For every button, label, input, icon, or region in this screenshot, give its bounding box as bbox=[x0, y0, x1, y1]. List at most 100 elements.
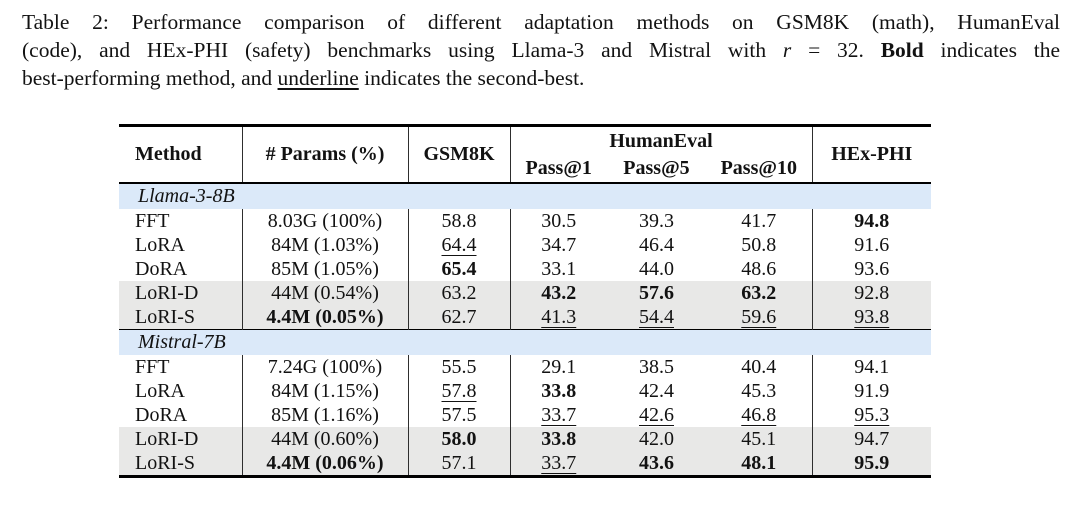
cell-value: 64.4 bbox=[441, 233, 477, 256]
cell-pass10: 46.8 bbox=[706, 402, 813, 427]
cell-gsm8k: 63.2 bbox=[408, 280, 511, 305]
cell-value: 48.6 bbox=[741, 257, 777, 280]
cell-pass5: 44.0 bbox=[607, 257, 706, 281]
cell-pass1: 33.7 bbox=[510, 403, 607, 427]
table-row: DoRA 85M (1.05%) 65.4 33.1 44.0 48.6 93.6 bbox=[119, 256, 931, 281]
cell-value: 41.3 bbox=[541, 305, 577, 328]
cell-method: LoRA bbox=[119, 378, 243, 403]
section-row: Mistral-7B bbox=[119, 329, 932, 355]
cell-value: 63.2 bbox=[441, 281, 477, 304]
cell-hexphi: 95.3 bbox=[812, 403, 931, 427]
results-table-container: Method # Params (%) GSM8K HumanEval HEx-… bbox=[119, 124, 932, 478]
cell-pass1: 41.3 bbox=[510, 305, 607, 330]
cell-gsm8k: 64.4 bbox=[408, 232, 511, 257]
table-caption: Table 2: Performance comparison of diffe… bbox=[22, 8, 1060, 92]
caption-text: best-performing method, and bbox=[22, 66, 273, 90]
cell-value: 94.7 bbox=[854, 427, 890, 450]
cell-pass10: 48.6 bbox=[706, 256, 813, 281]
cell-value: 91.6 bbox=[854, 233, 890, 256]
col-group-header-humaneval: HumanEval bbox=[510, 125, 813, 156]
cell-value: 54.4 bbox=[639, 305, 674, 328]
cell-hexphi: 95.9 bbox=[812, 451, 931, 477]
cell-pass1: 34.7 bbox=[510, 233, 607, 257]
cell-pass10: 41.7 bbox=[706, 208, 813, 233]
cell-value: 33.8 bbox=[541, 379, 577, 402]
cell-pass10: 63.2 bbox=[706, 280, 813, 305]
cell-pass10: 45.1 bbox=[706, 426, 813, 451]
cell-value: 29.1 bbox=[541, 355, 577, 378]
cell-value: 94.8 bbox=[854, 209, 890, 232]
cell-pass10: 45.3 bbox=[706, 378, 813, 403]
cell-method: LoRA bbox=[119, 232, 243, 257]
cell-value: 7.24G (100%) bbox=[267, 355, 383, 378]
caption-text: = 32. bbox=[808, 38, 864, 62]
caption-bold-keyword: Bold bbox=[880, 38, 924, 62]
caption-line-3: best-performing method, and underline in… bbox=[22, 64, 1060, 92]
cell-value: 40.4 bbox=[741, 355, 777, 378]
cell-params: 4.4M (0.06%) bbox=[242, 450, 409, 476]
cell-pass1: 33.8 bbox=[510, 379, 607, 403]
section-title: Llama-3-8B bbox=[119, 182, 932, 209]
cell-params: 8.03G (100%) bbox=[242, 208, 409, 233]
table-row: LoRI-S 4.4M (0.06%) 57.1 33.7 43.6 48.1 95.9 bbox=[119, 450, 932, 477]
col-header-pass5: Pass@5 bbox=[623, 157, 690, 179]
cell-value: 45.3 bbox=[741, 379, 777, 402]
cell-gsm8k: 58.8 bbox=[408, 208, 511, 233]
cell-method: FFT bbox=[119, 208, 243, 233]
cell-value: 8.03G (100%) bbox=[267, 209, 383, 232]
cell-value: 65.4 bbox=[441, 257, 477, 280]
cell-value: 91.9 bbox=[854, 379, 890, 402]
cell-gsm8k: 57.5 bbox=[408, 402, 511, 427]
cell-gsm8k: 57.1 bbox=[408, 450, 511, 476]
cell-pass10: 50.8 bbox=[706, 232, 813, 257]
cell-pass1: 33.7 bbox=[510, 451, 607, 477]
cell-method: DoRA bbox=[119, 402, 243, 427]
cell-params: 4.4M (0.05%) bbox=[242, 304, 409, 329]
cell-pass1: 29.1 bbox=[510, 355, 607, 379]
cell-value: 85M (1.16%) bbox=[271, 403, 379, 426]
cell-value: 50.8 bbox=[741, 233, 777, 256]
col-header-params: # Params (%) bbox=[242, 125, 409, 183]
cell-pass10: 48.1 bbox=[706, 450, 813, 476]
table-row: FFT 7.24G (100%) 55.5 29.1 38.5 40.4 94.1 bbox=[119, 354, 931, 379]
cell-value: 44M (0.60%) bbox=[271, 427, 379, 450]
cell-value: 57.5 bbox=[441, 403, 477, 426]
table-row: LoRI-S 4.4M (0.05%) 62.7 41.3 54.4 59.6 93.8 bbox=[119, 304, 932, 330]
cell-value: 95.3 bbox=[854, 403, 890, 426]
cell-gsm8k: 57.8 bbox=[408, 378, 511, 403]
caption-line-1: Table 2: Performance comparison of diffe… bbox=[22, 8, 1060, 36]
cell-value: 46.4 bbox=[639, 233, 674, 256]
table-row: LoRI-D 44M (0.54%) 63.2 43.2 57.6 63.2 92.8 bbox=[119, 280, 932, 305]
cell-value: 42.4 bbox=[639, 379, 674, 402]
cell-pass5: 43.6 bbox=[607, 451, 706, 477]
col-header-gsm8k: GSM8K bbox=[408, 125, 511, 183]
cell-method: FFT bbox=[119, 354, 243, 379]
cell-value: 30.5 bbox=[541, 209, 577, 232]
section-row: Llama-3-8B bbox=[119, 182, 932, 209]
col-header-pass10: Pass@10 bbox=[706, 155, 813, 183]
cell-value: 46.8 bbox=[741, 403, 777, 426]
cell-pass5: 42.4 bbox=[607, 379, 706, 403]
cell-hexphi: 94.1 bbox=[812, 355, 931, 379]
cell-method: DoRA bbox=[119, 256, 243, 281]
cell-value: 57.1 bbox=[441, 451, 477, 474]
cell-value: 34.7 bbox=[541, 233, 577, 256]
cell-value: 48.1 bbox=[741, 451, 777, 474]
cell-value: 59.6 bbox=[741, 305, 777, 328]
cell-value: 93.8 bbox=[854, 305, 890, 328]
cell-pass5: 57.6 bbox=[607, 281, 706, 305]
cell-hexphi: 93.8 bbox=[812, 305, 931, 330]
table-row: DoRA 85M (1.16%) 57.5 33.7 42.6 46.8 95.3 bbox=[119, 402, 931, 427]
cell-value: 4.4M (0.05%) bbox=[266, 305, 384, 328]
cell-value: 44M (0.54%) bbox=[271, 281, 379, 304]
cell-gsm8k: 55.5 bbox=[408, 354, 511, 379]
cell-value: 39.3 bbox=[639, 209, 674, 232]
cell-value: 42.6 bbox=[639, 403, 674, 426]
math-variable-r: r bbox=[782, 38, 792, 62]
caption-line-2: (code), and HEx-PHI (safety) benchmarks … bbox=[22, 36, 1060, 64]
cell-hexphi: 93.6 bbox=[812, 257, 931, 281]
cell-pass1: 43.2 bbox=[510, 281, 607, 305]
cell-value: 84M (1.03%) bbox=[271, 233, 379, 256]
caption-text: indicates the bbox=[940, 38, 1061, 62]
table-row: FFT 8.03G (100%) 58.8 30.5 39.3 41.7 94.8 bbox=[119, 208, 931, 233]
